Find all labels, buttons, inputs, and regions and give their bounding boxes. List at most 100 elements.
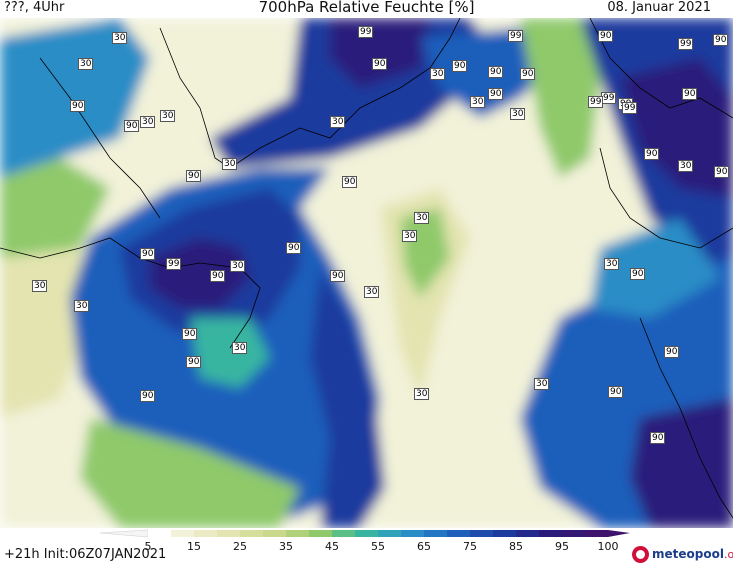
contour-label: 90: [70, 100, 86, 112]
legend-swatch: [378, 530, 401, 537]
contour-label: 90: [372, 58, 388, 70]
field-cyclone-core: [150, 238, 250, 308]
contour-label: 99: [166, 258, 182, 270]
legend-tick: 75: [463, 540, 477, 553]
init-label: +21h Init:06Z07JAN2021: [4, 547, 167, 562]
legend-arrow-left: [99, 529, 149, 538]
legend-tick: 35: [279, 540, 293, 553]
contour-label: 30: [364, 286, 380, 298]
legend-swatch: [493, 530, 516, 537]
legend-tick: 85: [509, 540, 523, 553]
contour-label: 99: [588, 96, 604, 108]
field-front-band: [310, 268, 385, 528]
coastline-norway: [599, 147, 733, 249]
contour-label: 90: [664, 346, 680, 358]
color-legend: 5 15 25 35 45 55 65 75 85 95 100: [0, 528, 733, 566]
header: ???, 4Uhr 700hPa Relative Feuchte [%] 08…: [0, 0, 733, 18]
contour-label: 99: [508, 30, 524, 42]
contour-label: 90: [682, 88, 698, 100]
contour-label: 30: [74, 300, 90, 312]
contour-label: 30: [678, 160, 694, 172]
contour-label: 90: [210, 270, 226, 282]
legend-swatch: [148, 530, 171, 537]
contour-label: 30: [78, 58, 94, 70]
contour-label: 30: [230, 260, 246, 272]
contour-label: 90: [598, 30, 614, 42]
contour-label: 90: [140, 390, 156, 402]
coastline-baffin: [39, 57, 161, 219]
contour-label: 90: [630, 268, 646, 280]
legend-swatch: [355, 530, 378, 537]
legend-bar: [99, 529, 630, 538]
contour-label: 30: [330, 116, 346, 128]
legend-swatch: [424, 530, 447, 537]
field-west-moist: [0, 18, 150, 178]
contour-label: 90: [140, 248, 156, 260]
legend-swatch: [470, 530, 493, 537]
contour-label: 30: [160, 110, 176, 122]
legend-swatch: [332, 530, 355, 537]
contour-label: 30: [534, 378, 550, 390]
legend-tick: 100: [597, 540, 619, 553]
legend-swatch: [309, 530, 332, 537]
field-west-mid: [0, 158, 110, 258]
contour-label: 30: [470, 96, 486, 108]
field-cyclone-inner-dry: [190, 318, 270, 388]
contour-label: 90: [124, 120, 140, 132]
contour-label: 90: [520, 68, 536, 80]
contour-label: 90: [286, 242, 302, 254]
field-south-mid: [80, 418, 300, 528]
contour-label: 99: [622, 102, 638, 114]
contour-label: 90: [452, 60, 468, 72]
legend-swatch: [194, 530, 217, 537]
date-label: 08. Januar 2021: [607, 0, 711, 15]
legend-arrow-right: [608, 530, 630, 537]
contour-label: 90: [182, 328, 198, 340]
legend-swatch: [240, 530, 263, 537]
legend-swatch: [516, 530, 539, 537]
legend-swatch: [447, 530, 470, 537]
contour-label: 90: [186, 170, 202, 182]
coastline-scandinavia: [589, 18, 733, 119]
legend-swatch: [217, 530, 240, 537]
legend-swatch: [585, 530, 608, 537]
contour-label: 30: [140, 116, 156, 128]
contour-label: 90: [650, 432, 666, 444]
humidity-field: [0, 18, 733, 528]
contour-label: 90: [714, 166, 730, 178]
humidity-map: 3099909990993030903090909030909999909030…: [0, 18, 733, 528]
field-east-mid: [520, 18, 600, 178]
time-label: ???, 4Uhr: [4, 0, 65, 15]
legend-tick: 25: [233, 540, 247, 553]
field-southeast-core: [630, 398, 733, 528]
contour-label: 30: [112, 32, 128, 44]
legend-swatch: [562, 530, 585, 537]
field-southeast-mid: [590, 218, 720, 318]
contour-label: 90: [186, 356, 202, 368]
contour-label: 30: [414, 212, 430, 224]
legend-swatch: [286, 530, 309, 537]
legend-swatch: [171, 530, 194, 537]
legend-tick: 5: [144, 540, 152, 553]
contour-label: 30: [510, 108, 526, 120]
contour-label: 90: [644, 148, 660, 160]
contour-label: 99: [358, 26, 374, 38]
brand-name: meteopool: [652, 547, 724, 561]
contour-label: 30: [32, 280, 48, 292]
legend-swatch: [401, 530, 424, 537]
contour-label: 30: [232, 342, 248, 354]
contour-label: 90: [330, 270, 346, 282]
legend-swatch: [263, 530, 286, 537]
legend-tick: 15: [187, 540, 201, 553]
field-scandinavia-core: [620, 58, 733, 198]
legend-tick: 95: [555, 540, 569, 553]
map-title: 700hPa Relative Feuchte [%]: [258, 0, 475, 16]
contour-label: 90: [488, 88, 504, 100]
coastlines: [0, 18, 733, 519]
contour-label: 30: [430, 68, 446, 80]
brand-suffix: .org: [723, 548, 733, 561]
contour-label: 90: [342, 176, 358, 188]
contour-label: 90: [713, 34, 729, 46]
contour-label: 30: [414, 388, 430, 400]
coastline-east-basin: [639, 317, 733, 519]
